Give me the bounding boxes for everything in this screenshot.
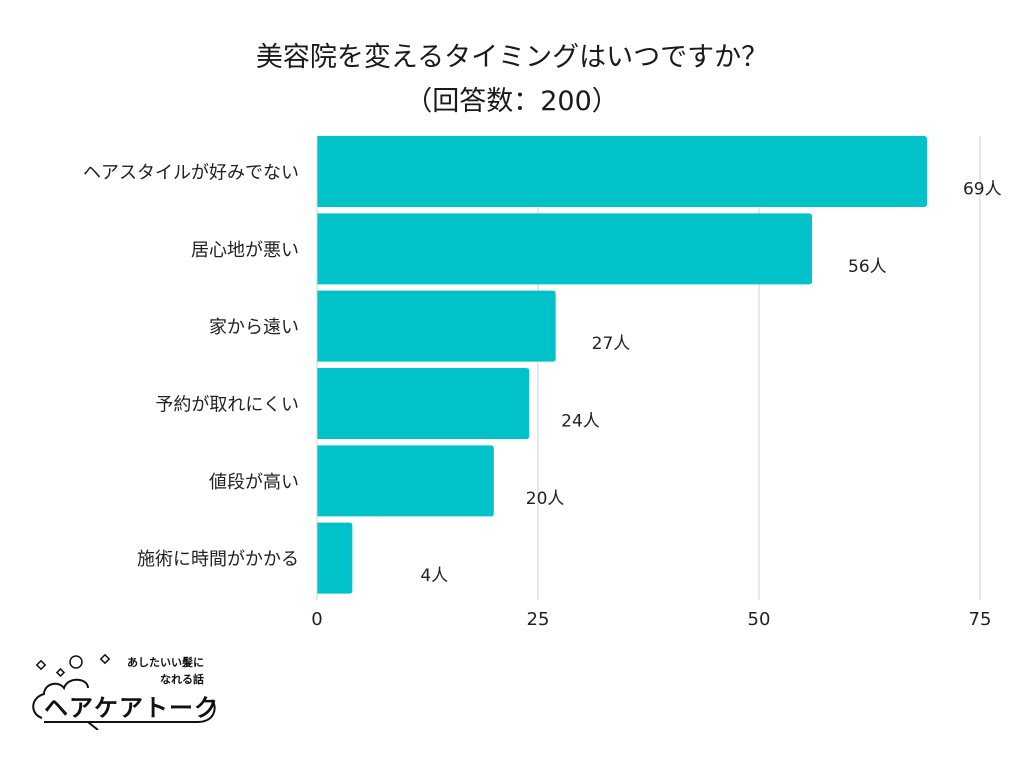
value-label: 4人 bbox=[420, 566, 448, 586]
bar bbox=[317, 445, 494, 517]
hair-care-talk-logo bbox=[32, 653, 216, 730]
bar bbox=[317, 290, 556, 362]
chart-subtitle: （回答数：200） bbox=[405, 86, 619, 117]
logo-tagline-line2: なれる話 bbox=[160, 673, 204, 686]
bar bbox=[317, 368, 530, 439]
logo-tagline: あしたいい髪に なれる話 bbox=[118, 654, 204, 688]
x-tick-label: 75 bbox=[969, 609, 992, 630]
chart-title-block: 美容院を変えるタイミングはいつですか？ （回答数：200） bbox=[0, 36, 1024, 124]
logo-brand-name: ヘアケアトーク bbox=[44, 694, 219, 722]
chart-title: 美容院を変えるタイミングはいつですか？ bbox=[255, 42, 769, 73]
x-tick-label: 0 bbox=[311, 609, 322, 630]
bar bbox=[317, 522, 353, 594]
value-label: 20人 bbox=[526, 489, 565, 509]
x-tick-label: 25 bbox=[527, 609, 550, 630]
category-label: 居心地が悪い bbox=[191, 240, 299, 261]
bar bbox=[317, 213, 813, 285]
category-label: 値段が高い bbox=[209, 472, 299, 493]
value-label: 69人 bbox=[963, 180, 1002, 200]
value-label: 24人 bbox=[561, 412, 600, 432]
x-tick-label: 50 bbox=[748, 609, 771, 630]
value-label: 56人 bbox=[848, 257, 887, 277]
category-label: ヘアスタイルが好みでない bbox=[83, 163, 299, 184]
category-label: 予約が取れにくい bbox=[155, 395, 299, 416]
category-label: 施術に時間がかかる bbox=[137, 549, 299, 570]
bar bbox=[317, 136, 927, 207]
value-label: 27人 bbox=[592, 334, 631, 354]
category-label: 家から遠い bbox=[209, 317, 299, 338]
logo-tagline-line1: あしたいい髪に bbox=[127, 656, 204, 669]
